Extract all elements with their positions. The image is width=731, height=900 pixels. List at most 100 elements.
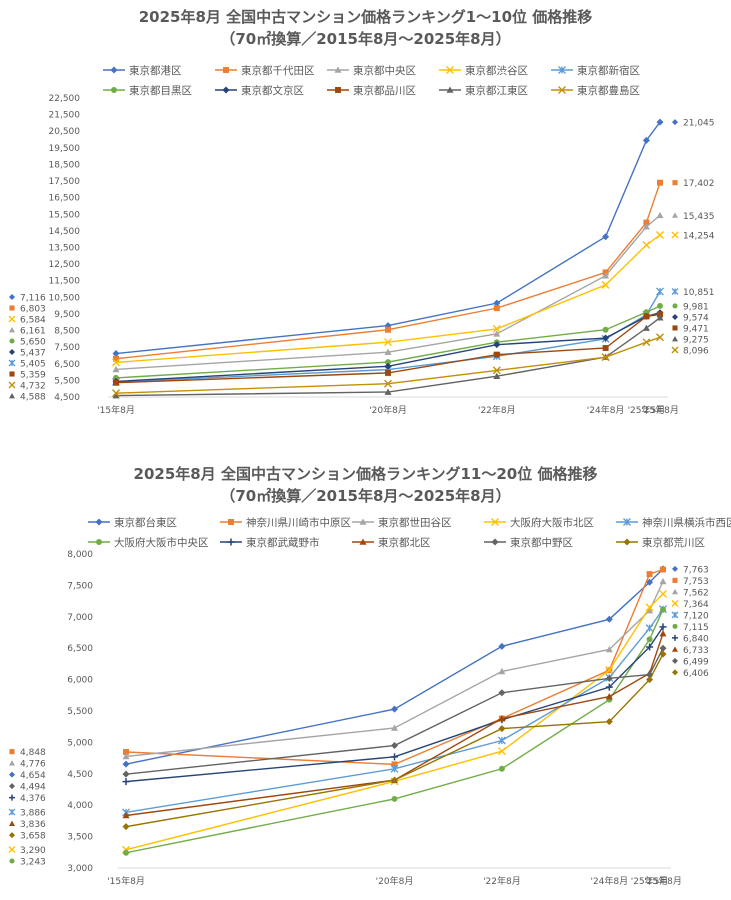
start-label-marker <box>9 327 15 333</box>
y-tick-label: 7,500 <box>67 581 93 591</box>
y-tick-label: 18,500 <box>49 160 81 170</box>
end-label-marker <box>672 646 678 652</box>
data-point <box>602 233 610 241</box>
x-tick-label: '15年8月 <box>107 875 145 887</box>
legend-item: 東京都豊島区 <box>551 84 640 97</box>
start-label-marker <box>9 305 15 311</box>
start-label-marker <box>9 820 15 826</box>
start-labels: 7,1166,8036,5846,1615,6505,4375,4055,359… <box>8 294 46 403</box>
start-label-marker <box>8 808 16 816</box>
legend-label: 神奈川県川崎市中原区 <box>246 516 351 529</box>
data-point <box>645 624 654 633</box>
y-axis: 3,000 3,500 4,000 4,500 5,000 5,500 6,000 6,500… <box>67 550 93 874</box>
end-value-label: 15,435 <box>683 212 715 222</box>
legend-label: 東京都台東区 <box>114 516 177 529</box>
series <box>122 578 667 760</box>
data-point <box>605 674 613 682</box>
end-value-label: 9,574 <box>683 313 709 323</box>
data-point <box>605 615 613 623</box>
x-tick-label: '25年5月 <box>631 875 669 887</box>
end-value-label: 6,406 <box>683 669 709 679</box>
legend-item: 東京都世田谷区 <box>352 516 452 529</box>
series-line <box>125 653 664 828</box>
end-label-marker <box>671 231 679 239</box>
data-point <box>384 388 392 395</box>
legend-label: 大阪府大阪市中央区 <box>114 536 209 549</box>
data-point <box>391 705 398 713</box>
data-point <box>601 280 610 289</box>
start-value-label: 6,803 <box>20 305 46 315</box>
data-point <box>659 589 667 598</box>
legend-label: 大阪府大阪市北区 <box>510 516 594 529</box>
legend-label: 東京都渋谷区 <box>465 64 528 77</box>
end-value-label: 7,115 <box>683 623 709 633</box>
end-value-label: 7,753 <box>683 577 709 587</box>
y-tick-label: 8,500 <box>54 327 80 337</box>
start-value-label: 6,161 <box>20 327 46 337</box>
end-label-marker <box>672 180 678 186</box>
legend-marker <box>491 518 499 526</box>
start-label-marker <box>9 783 15 790</box>
y-tick-label: 6,500 <box>54 360 80 370</box>
y-tick-label: 4,000 <box>67 801 93 811</box>
y-tick-label: 22,500 <box>49 94 81 104</box>
data-point <box>656 333 664 342</box>
series-line <box>125 633 664 817</box>
data-point <box>384 379 392 388</box>
series <box>112 211 664 373</box>
start-value-label: 6,584 <box>20 316 46 326</box>
end-value-label: 6,499 <box>683 657 709 667</box>
y-tick-label: 16,500 <box>49 194 81 204</box>
data-point <box>646 676 654 684</box>
series <box>122 644 667 778</box>
legend-marker <box>111 87 117 93</box>
start-label-marker <box>9 760 15 766</box>
y-tick-label: 21,500 <box>49 111 81 121</box>
start-value-label: 3,658 <box>20 832 46 842</box>
series-line <box>125 626 664 783</box>
start-label-marker <box>8 359 16 367</box>
x-tick-label: '22年8月 <box>483 875 521 887</box>
data-point <box>391 753 398 761</box>
data-point <box>498 667 506 675</box>
legend-marker <box>95 518 103 526</box>
end-label-marker <box>672 577 678 583</box>
series-line <box>115 317 661 397</box>
legend-item: 東京都渋谷区 <box>439 64 528 77</box>
legend-item: 東京都新宿区 <box>551 64 640 77</box>
y-tick-label: 10,500 <box>49 293 81 303</box>
data-point <box>112 392 120 399</box>
data-point <box>113 355 119 362</box>
data-point <box>642 324 650 331</box>
legend-label: 東京都武蔵野市 <box>246 536 320 549</box>
y-tick-label: 4,500 <box>54 393 80 403</box>
data-point <box>113 374 119 381</box>
data-point <box>391 742 398 750</box>
end-label-marker <box>672 657 678 664</box>
chart-title: 2025年8月 全国中古マンション価格ランキング1～10位 価格推移 <box>138 8 593 26</box>
start-value-label: 7,116 <box>20 294 46 304</box>
legend-label: 神奈川県横浜市西区 <box>642 516 731 529</box>
data-point <box>493 372 501 380</box>
data-point <box>646 636 653 643</box>
legend-item: 東京都北区 <box>352 536 431 549</box>
series <box>112 314 664 399</box>
chart-subtitle: （70㎡換算／2015年8月～2025年8月） <box>220 487 511 505</box>
data-point <box>122 811 130 819</box>
data-point <box>656 287 664 296</box>
y-tick-label: 4,500 <box>67 770 93 780</box>
start-value-label: 5,405 <box>20 360 46 370</box>
end-label-marker <box>672 303 678 309</box>
start-value-label: 3,836 <box>20 820 46 830</box>
series-group <box>122 565 667 856</box>
start-label-marker <box>8 315 16 323</box>
y-tick-label: 3,000 <box>67 864 93 874</box>
y-tick-label: 3,500 <box>67 833 93 843</box>
chart-bottom: 2025年8月 全国中古マンション価格ランキング11～20位 価格推移 （70㎡… <box>0 455 731 900</box>
end-label-marker <box>671 611 679 619</box>
y-tick-label: 11,500 <box>49 277 81 287</box>
y-tick-label: 5,500 <box>67 707 93 717</box>
data-point <box>113 379 119 386</box>
data-point <box>391 776 398 784</box>
y-tick-label: 6,000 <box>67 676 93 686</box>
